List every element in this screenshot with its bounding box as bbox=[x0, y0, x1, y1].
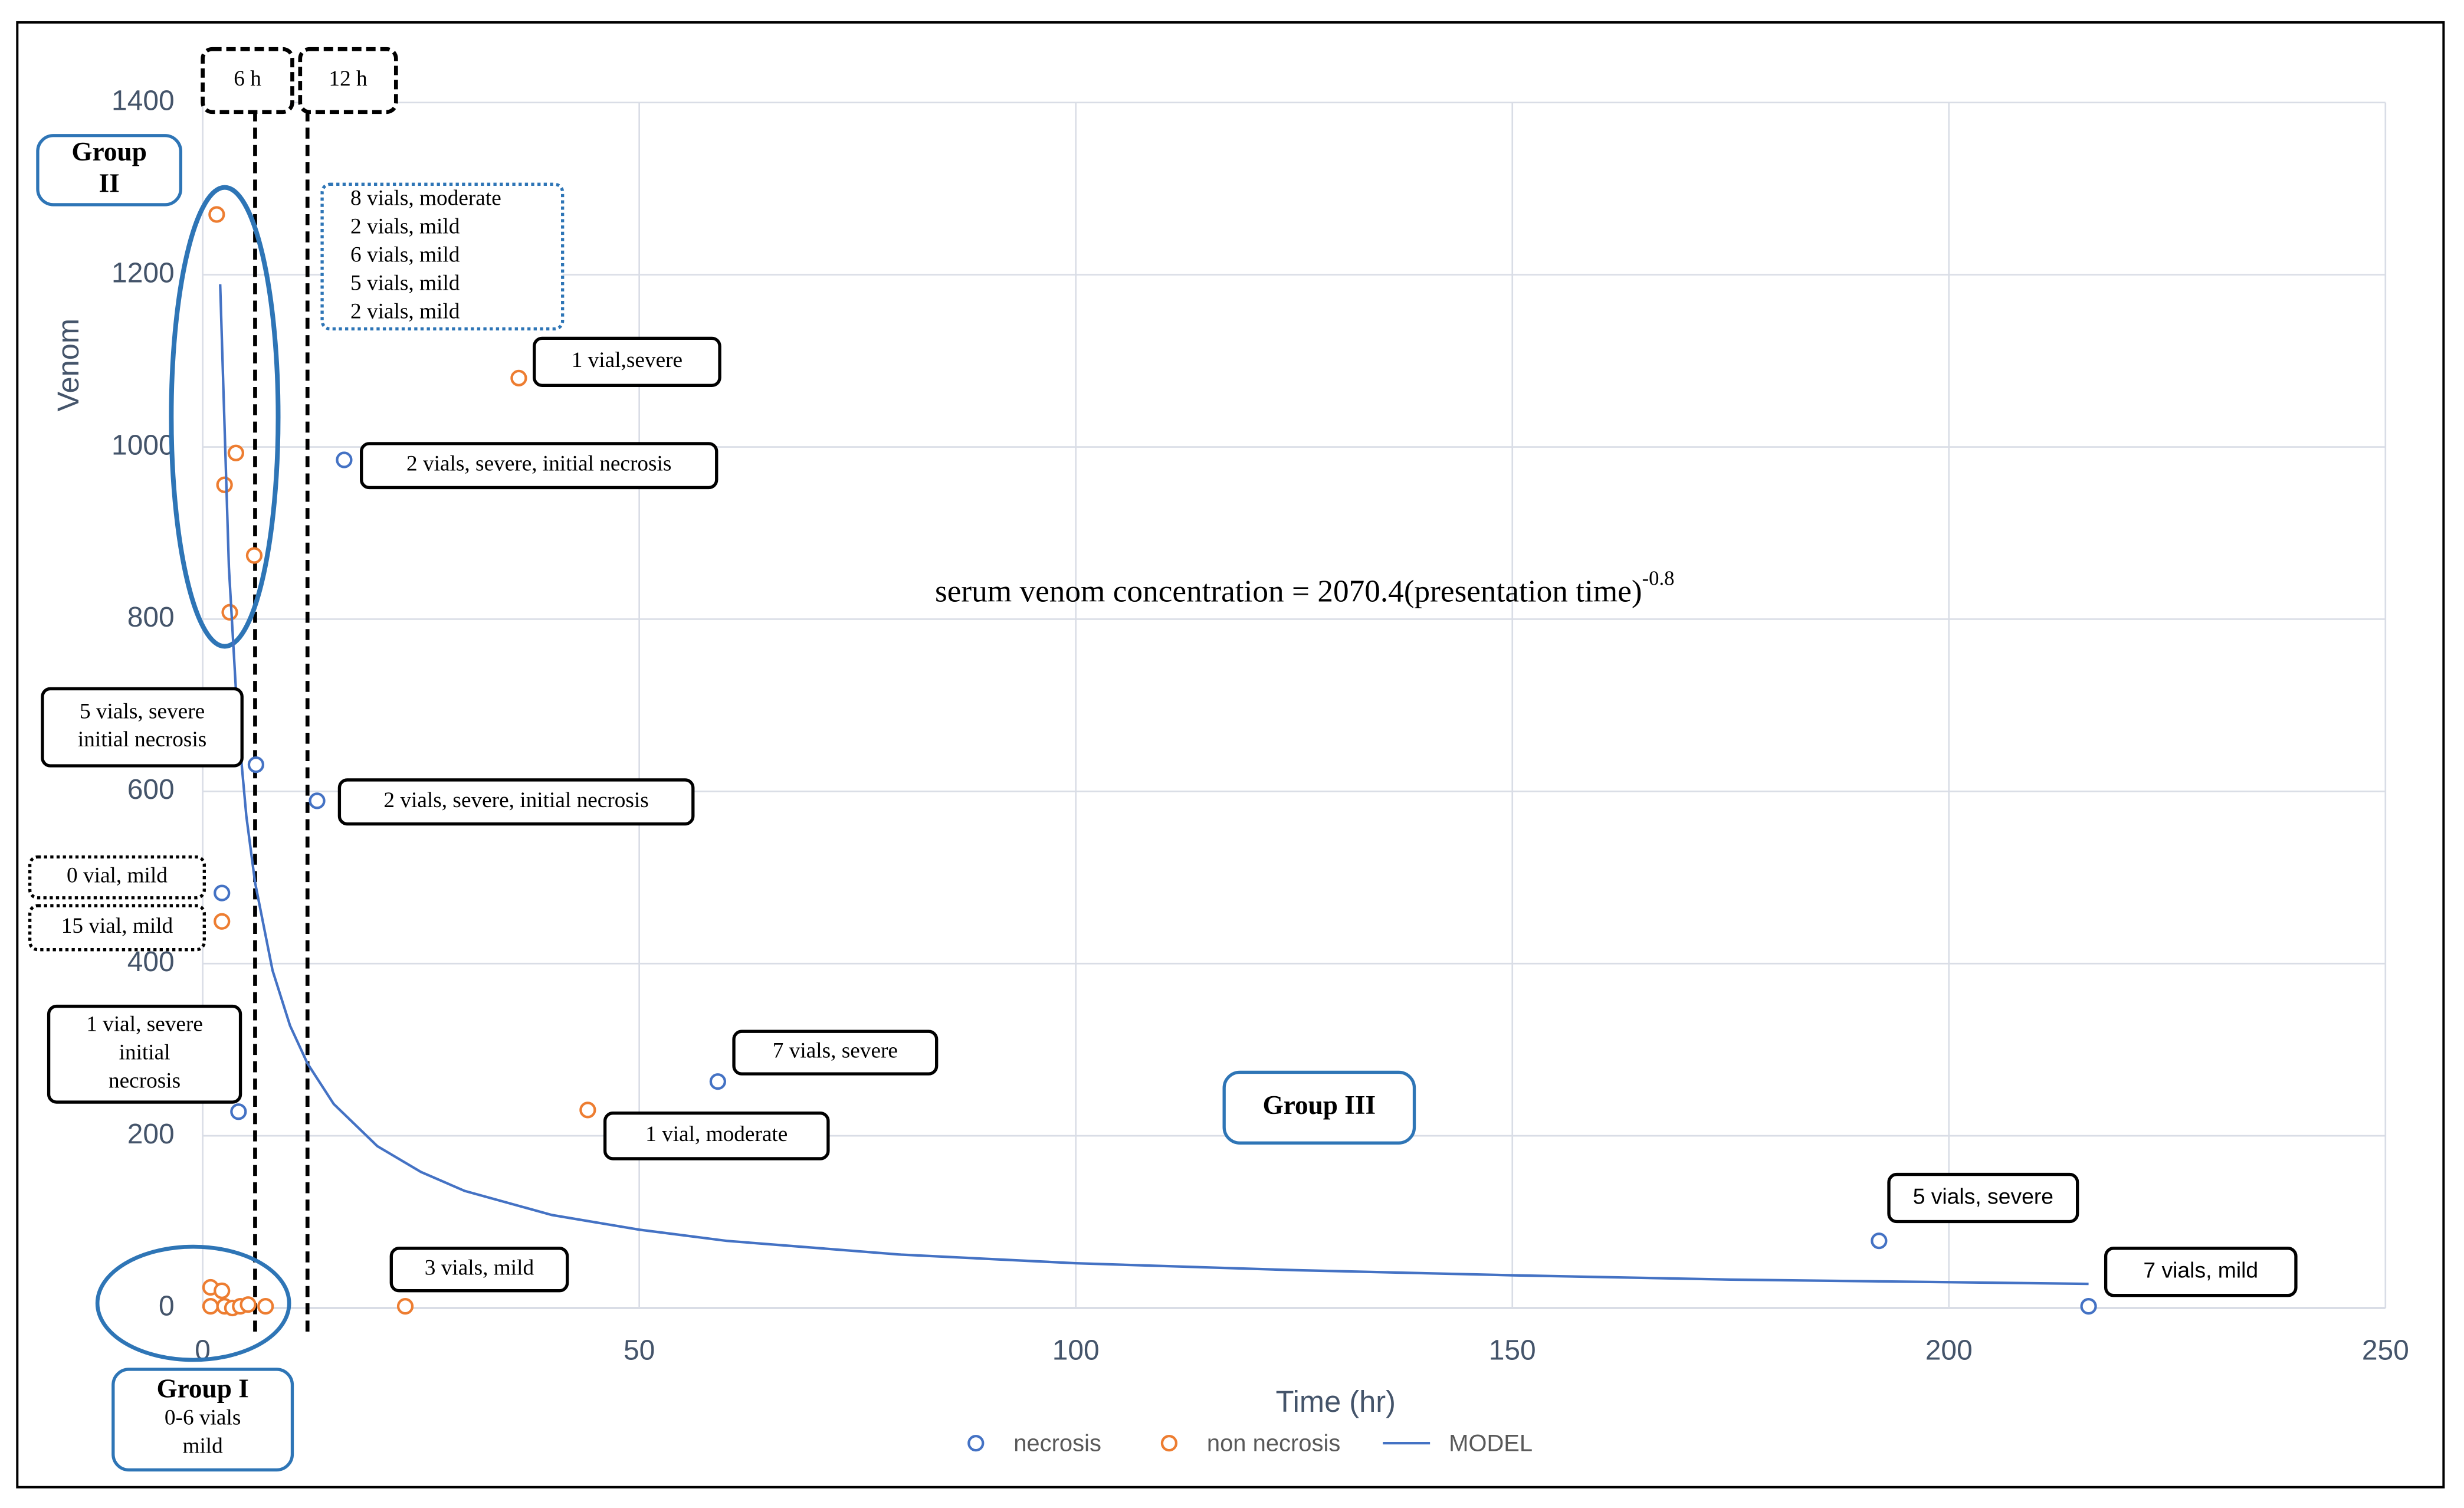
data-point bbox=[221, 604, 238, 621]
data-point bbox=[230, 1103, 247, 1120]
y-axis-label: Venom bbox=[51, 319, 85, 412]
group-box bbox=[111, 1368, 294, 1472]
x-tick-label: 150 bbox=[1489, 1335, 1536, 1366]
annotation-box bbox=[337, 778, 695, 826]
legend-label: necrosis bbox=[1013, 1430, 1101, 1456]
data-point bbox=[208, 206, 225, 223]
x-tick-label: 250 bbox=[2362, 1335, 2409, 1366]
annotation-text: 8 vials, moderate bbox=[350, 186, 501, 211]
annotation-text: 2 vials, severe, initial necrosis bbox=[406, 452, 671, 476]
group-text: Group bbox=[71, 137, 146, 166]
annotation-box bbox=[533, 336, 721, 387]
x-axis-label: Time (hr) bbox=[1276, 1385, 1396, 1418]
annotation-text: 5 vials, severe bbox=[80, 699, 205, 723]
data-point bbox=[216, 476, 233, 493]
annotation-box bbox=[28, 855, 206, 900]
annotation-text: initial bbox=[119, 1040, 170, 1064]
annotation-box bbox=[320, 182, 565, 331]
group-text: 0-6 vials bbox=[165, 1406, 241, 1430]
x-tick-label: 50 bbox=[624, 1335, 655, 1366]
data-point bbox=[202, 1297, 219, 1315]
data-point bbox=[239, 1296, 257, 1313]
data-point bbox=[579, 1102, 596, 1119]
group-ellipse bbox=[169, 185, 281, 649]
annotation-box bbox=[28, 904, 206, 952]
data-point bbox=[336, 451, 353, 468]
annotation-text: 1 vial, moderate bbox=[645, 1122, 788, 1146]
annotation-box bbox=[603, 1112, 830, 1160]
data-point bbox=[709, 1073, 727, 1090]
annotation-text: 0 vial, mild bbox=[67, 864, 168, 888]
y-tick-label: 400 bbox=[127, 946, 175, 978]
y-tick-label: 1400 bbox=[111, 85, 175, 116]
reference-box bbox=[201, 47, 294, 114]
data-point bbox=[1871, 1232, 1888, 1250]
annotation-box bbox=[360, 442, 718, 490]
annotation-text: 1 vial,severe bbox=[572, 348, 683, 372]
annotation-text: initial necrosis bbox=[78, 727, 206, 752]
y-tick-label: 800 bbox=[127, 602, 175, 633]
group-box bbox=[1222, 1070, 1416, 1145]
annotation-text: 7 vials, mild bbox=[2143, 1258, 2258, 1283]
group-ellipse bbox=[95, 1244, 291, 1362]
model-line bbox=[219, 284, 2089, 1286]
annotation-text: 5 vials, mild bbox=[350, 271, 460, 295]
legend-label: non necrosis bbox=[1207, 1430, 1340, 1456]
annotation-text: 2 vials, mild bbox=[350, 214, 460, 238]
annotation-text: necrosis bbox=[109, 1068, 181, 1093]
annotation-text: 2 vials, severe, initial necrosis bbox=[383, 788, 648, 812]
group-box bbox=[36, 134, 183, 206]
data-point bbox=[396, 1297, 414, 1315]
equation-text: serum venom concentration = 2070.4(prese… bbox=[935, 574, 1642, 609]
annotation-box bbox=[389, 1247, 569, 1293]
y-tick-label: 1200 bbox=[111, 257, 175, 289]
annotation-text: 1 vial, severe bbox=[86, 1012, 203, 1036]
data-point bbox=[247, 756, 265, 773]
data-point bbox=[510, 369, 527, 386]
x-tick-label: 100 bbox=[1052, 1335, 1100, 1366]
y-tick-label: 0 bbox=[159, 1291, 175, 1322]
group-text: mild bbox=[182, 1434, 223, 1458]
legend-label: MODEL bbox=[1449, 1430, 1533, 1456]
data-point bbox=[2080, 1297, 2097, 1315]
equation: serum venom concentration = 2070.4(prese… bbox=[935, 568, 1674, 609]
reference-box bbox=[298, 47, 398, 114]
reference-label: 12 h bbox=[329, 67, 368, 91]
annotation-box bbox=[2104, 1247, 2298, 1297]
annotation-text: 2 vials, mild bbox=[350, 299, 460, 323]
data-point bbox=[227, 444, 245, 461]
annotation-box bbox=[1887, 1172, 2079, 1224]
legend-marker bbox=[1160, 1435, 1178, 1452]
x-tick-label: 200 bbox=[1925, 1335, 1973, 1366]
annotation-box bbox=[732, 1030, 939, 1076]
group-text: II bbox=[99, 168, 120, 198]
group-text: Group I bbox=[156, 1374, 248, 1404]
annotation-box bbox=[41, 687, 244, 768]
reference-label: 6 h bbox=[234, 67, 261, 91]
data-point bbox=[245, 547, 263, 564]
data-point bbox=[214, 913, 231, 930]
annotation-text: 15 vial, mild bbox=[61, 914, 173, 938]
annotation-text: 7 vials, severe bbox=[773, 1039, 898, 1063]
data-point bbox=[309, 792, 326, 809]
annotation-text: 5 vials, severe bbox=[1913, 1184, 2053, 1208]
annotation-box bbox=[47, 1004, 242, 1104]
y-tick-label: 200 bbox=[127, 1119, 175, 1150]
data-point bbox=[214, 884, 231, 901]
annotation-text: 6 vials, mild bbox=[350, 242, 460, 267]
group-text: Group III bbox=[1263, 1090, 1376, 1120]
data-point bbox=[257, 1297, 274, 1315]
data-point bbox=[214, 1282, 231, 1299]
annotation-text: 3 vials, mild bbox=[425, 1255, 534, 1280]
y-tick-label: 1000 bbox=[111, 430, 175, 461]
equation-superscript: -0.8 bbox=[1642, 568, 1675, 590]
legend-marker bbox=[967, 1435, 985, 1452]
y-tick-label: 600 bbox=[127, 774, 175, 805]
